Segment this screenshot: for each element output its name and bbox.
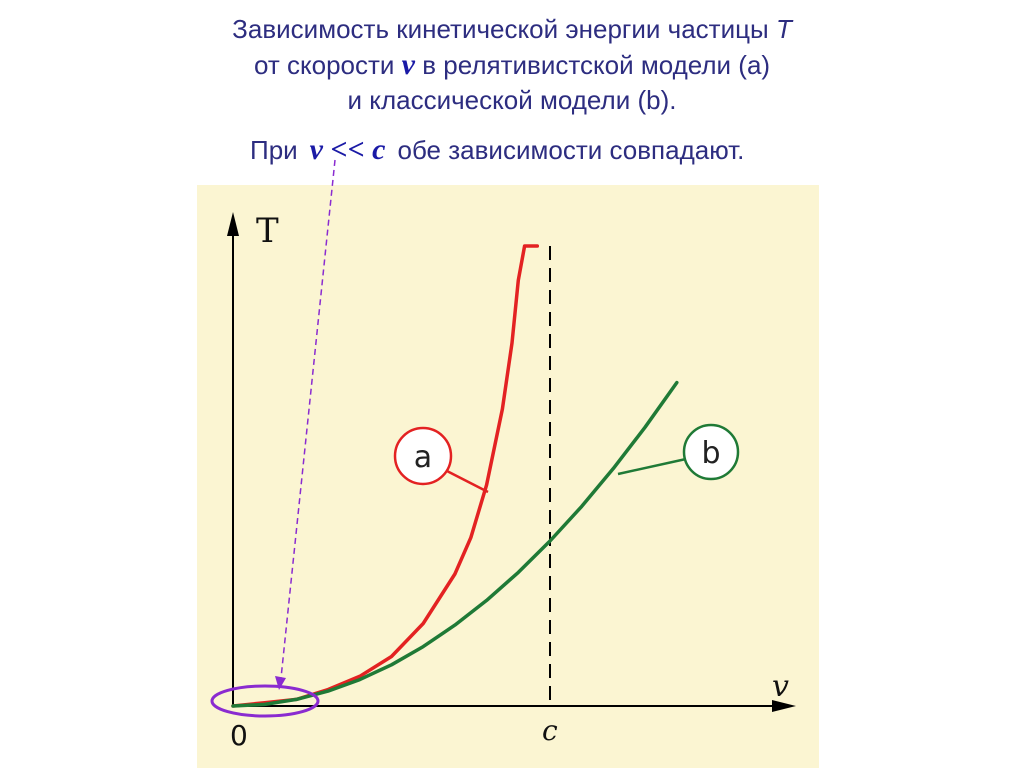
coincidence-note: При v << c обе зависимости совпадают. — [250, 133, 744, 167]
x-tick-label-c: c — [542, 714, 558, 747]
pointer-dashed-line — [280, 159, 336, 679]
pointer-arrowhead — [275, 676, 286, 690]
label-b-text: b — [701, 436, 720, 471]
label-a-text: a — [414, 440, 432, 475]
title-line-3: и классической модели (b). — [347, 85, 677, 115]
title-line-1-text: Зависимость кинетической энергии частицы — [232, 14, 769, 44]
x-tick-label-0: 0 — [230, 719, 248, 752]
note-suffix: обе зависимости совпадают. — [397, 135, 745, 165]
series-classical-curve — [231, 380, 679, 708]
title-line-1: Зависимость кинетической энергии частицы… — [0, 12, 1024, 47]
label-b-leader — [617, 457, 687, 476]
label-a-circle — [393, 426, 453, 486]
y-axis-label: T — [256, 211, 279, 251]
title-line-2-prefix: от скорости — [253, 50, 395, 80]
slide-title: Зависимость кинетической энергии частицы… — [0, 12, 1024, 118]
plot-background — [197, 185, 819, 768]
label-b-circle — [682, 423, 740, 481]
x-axis-label: v — [772, 669, 789, 704]
label-a-leader — [444, 468, 489, 494]
note-condition: v << c — [309, 133, 386, 166]
note-prefix: При — [250, 135, 298, 165]
title-symbol-t: T — [775, 14, 792, 44]
y-axis-arrow — [227, 212, 239, 236]
x-axis-arrow — [772, 700, 796, 712]
origin-highlight-ellipse — [210, 684, 320, 718]
title-line-2-suffix: в релятивистской модели (a) — [422, 50, 771, 80]
title-line-2: от скорости v в релятивистской модели (a… — [0, 47, 1024, 83]
title-symbol-v: v — [401, 48, 415, 81]
